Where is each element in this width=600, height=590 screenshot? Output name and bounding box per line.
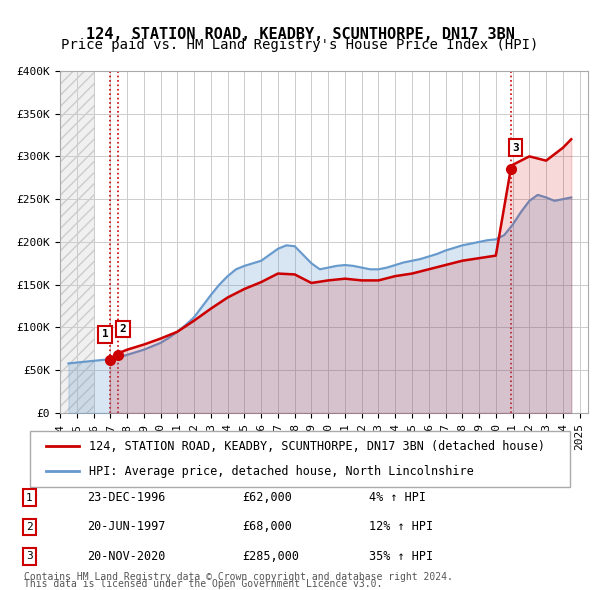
Text: 12% ↑ HPI: 12% ↑ HPI [369,520,433,533]
Text: 2: 2 [26,522,32,532]
Text: £285,000: £285,000 [242,550,299,563]
Text: 20-JUN-1997: 20-JUN-1997 [87,520,165,533]
Text: 20-NOV-2020: 20-NOV-2020 [87,550,165,563]
Text: 3: 3 [512,143,519,153]
Text: 2: 2 [120,324,127,334]
Text: 23-DEC-1996: 23-DEC-1996 [87,491,165,504]
Text: 124, STATION ROAD, KEADBY, SCUNTHORPE, DN17 3BN (detached house): 124, STATION ROAD, KEADBY, SCUNTHORPE, D… [89,440,545,453]
Text: £62,000: £62,000 [242,491,292,504]
FancyBboxPatch shape [30,431,570,487]
Bar [60,71,94,413]
Text: HPI: Average price, detached house, North Lincolnshire: HPI: Average price, detached house, Nort… [89,464,474,477]
Text: 1: 1 [101,329,108,339]
Text: 4% ↑ HPI: 4% ↑ HPI [369,491,426,504]
Text: 3: 3 [26,551,32,561]
Text: 124, STATION ROAD, KEADBY, SCUNTHORPE, DN17 3BN: 124, STATION ROAD, KEADBY, SCUNTHORPE, D… [86,27,514,41]
Text: Contains HM Land Registry data © Crown copyright and database right 2024.: Contains HM Land Registry data © Crown c… [24,572,453,582]
Text: 35% ↑ HPI: 35% ↑ HPI [369,550,433,563]
Text: Price paid vs. HM Land Registry's House Price Index (HPI): Price paid vs. HM Land Registry's House … [61,38,539,53]
Text: This data is licensed under the Open Government Licence v3.0.: This data is licensed under the Open Gov… [24,579,382,589]
Text: £68,000: £68,000 [242,520,292,533]
Text: 1: 1 [26,493,32,503]
